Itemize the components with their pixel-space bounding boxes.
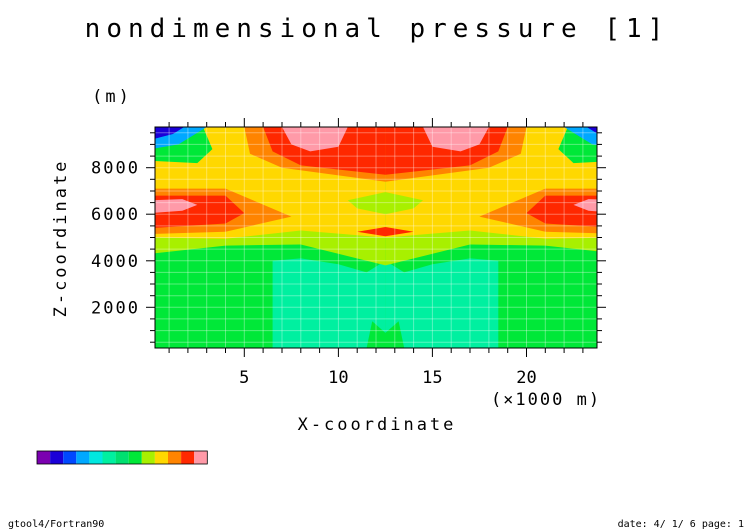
- color-bar-swatch: [89, 451, 103, 464]
- color-bar-swatch: [37, 451, 51, 464]
- y-tick-label: 6000: [91, 205, 140, 225]
- y-axis-ticks: 2000 4000 6000 8000: [91, 132, 606, 343]
- field-corner-inner-mirror: [586, 127, 597, 134]
- field-center-core: [357, 227, 414, 237]
- color-bar-swatch: [63, 451, 77, 464]
- color-bar-swatch: [76, 451, 90, 464]
- field-lower-band-mirror: [385, 230, 597, 266]
- x-axis-ticks: 5 10 15 20: [168, 118, 584, 388]
- color-bar-swatch: [181, 451, 195, 464]
- field-top-maximum-mirror: [423, 127, 489, 152]
- field-corner-inner: [155, 127, 185, 139]
- x-tick-label: 20: [516, 368, 536, 388]
- y-tick-label: 4000: [91, 252, 140, 272]
- field-edge-maximum-mirror: [573, 199, 597, 212]
- chart-title: nondimensional pressure [1]: [85, 14, 670, 44]
- footer-right: date: 4/ 1/ 6 page: 1: [618, 519, 744, 530]
- field-lower-band: [155, 230, 386, 266]
- field-top-maximum: [282, 127, 348, 152]
- x-tick-label: 5: [239, 368, 249, 388]
- x-axis-label: X-coordinate: [298, 415, 457, 435]
- color-bar: [36, 450, 208, 465]
- plot-area: [155, 127, 597, 348]
- field-edge-maximum: [155, 199, 198, 213]
- x-unit-label: (×1000 m): [491, 390, 601, 410]
- color-bar-swatch: [141, 451, 155, 464]
- y-axis-label: Z-coordinate: [51, 159, 71, 318]
- y-tick-label: 2000: [91, 298, 140, 318]
- y-tick-label: 8000: [91, 159, 140, 179]
- color-bar-swatch: [154, 451, 168, 464]
- color-bar-swatch: [194, 451, 208, 464]
- color-bar-swatch: [50, 451, 64, 464]
- x-tick-label: 15: [422, 368, 442, 388]
- color-bar-swatch: [128, 451, 142, 464]
- footer-left: gtool4/Fortran90: [8, 519, 104, 530]
- color-bar-swatch: [168, 451, 182, 464]
- field-lower-basin-mirror: [385, 258, 499, 348]
- grid-lines: [155, 127, 597, 348]
- color-bar-frame: [36, 450, 208, 465]
- field-lower-basin: [272, 258, 386, 348]
- color-bar-swatch: [102, 451, 116, 464]
- field-center-lens: [347, 192, 423, 215]
- x-tick-label: 10: [328, 368, 348, 388]
- color-bar-swatch: [115, 451, 129, 464]
- y-unit-label: (m): [92, 87, 132, 107]
- field-corner-outer-mirror: [564, 127, 597, 146]
